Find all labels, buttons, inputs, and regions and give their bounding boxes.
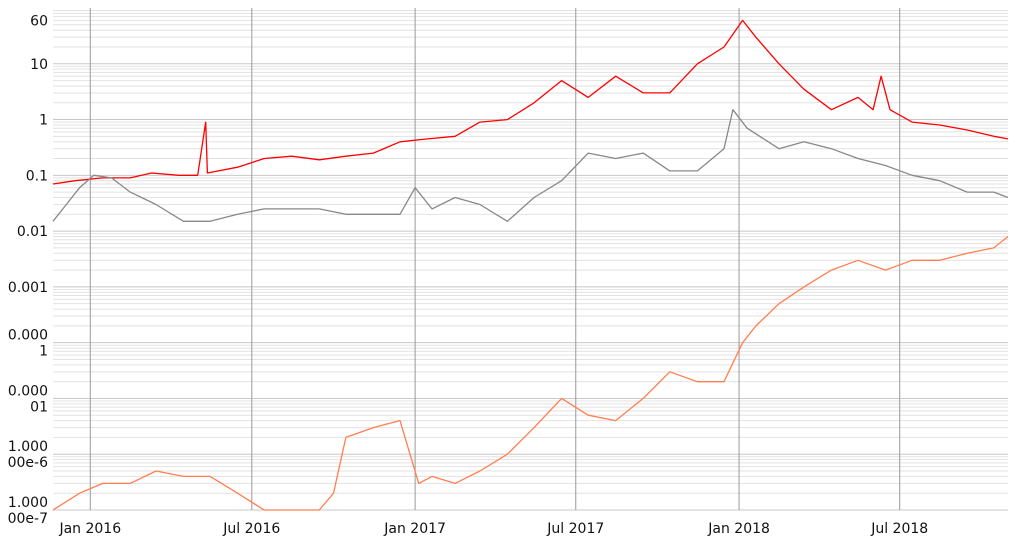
x-axis-tick-labels: Jan 2016 Jul 2016 Jan 2017 Jul 2017 Jan 2018… [58,521,928,537]
y-tick-label: 1 [39,113,48,129]
y-tick-label: 1 [39,344,48,360]
series-line-3 [52,235,1009,511]
y-tick-label: 00e-6 [8,455,48,471]
x-tick-label: Jan 2017 [383,521,446,537]
y-tick-label: 01 [30,399,48,415]
y-tick-label: 10 [30,57,48,73]
y-axis-tick-labels: 601010.10.010.0010.00010.000011.00000e-6… [8,13,48,527]
y-tick-label: 1.000 [8,439,48,455]
x-tick-label: Jul 2018 [870,521,928,537]
y-tick-label: 0.000 [8,328,48,344]
y-tick-label: 0.01 [17,224,48,240]
x-tick-label: Jan 2018 [707,521,770,537]
series-line-2 [52,109,1009,222]
series-layer [52,19,1009,511]
y-tick-label: 0.001 [8,280,48,296]
y-tick-label: 60 [30,13,48,29]
series-line-1 [52,19,1009,185]
y-tick-label: 0.000 [8,383,48,399]
minor-gridlines [53,10,1008,511]
vertical-gridlines [89,8,901,510]
x-tick-label: Jul 2017 [546,521,604,537]
x-tick-label: Jul 2016 [222,521,280,537]
y-tick-label: 1.000 [8,495,48,511]
y-tick-label: 00e-7 [8,511,48,527]
y-tick-label: 0.1 [26,168,48,184]
x-tick-label: Jan 2016 [58,521,121,537]
